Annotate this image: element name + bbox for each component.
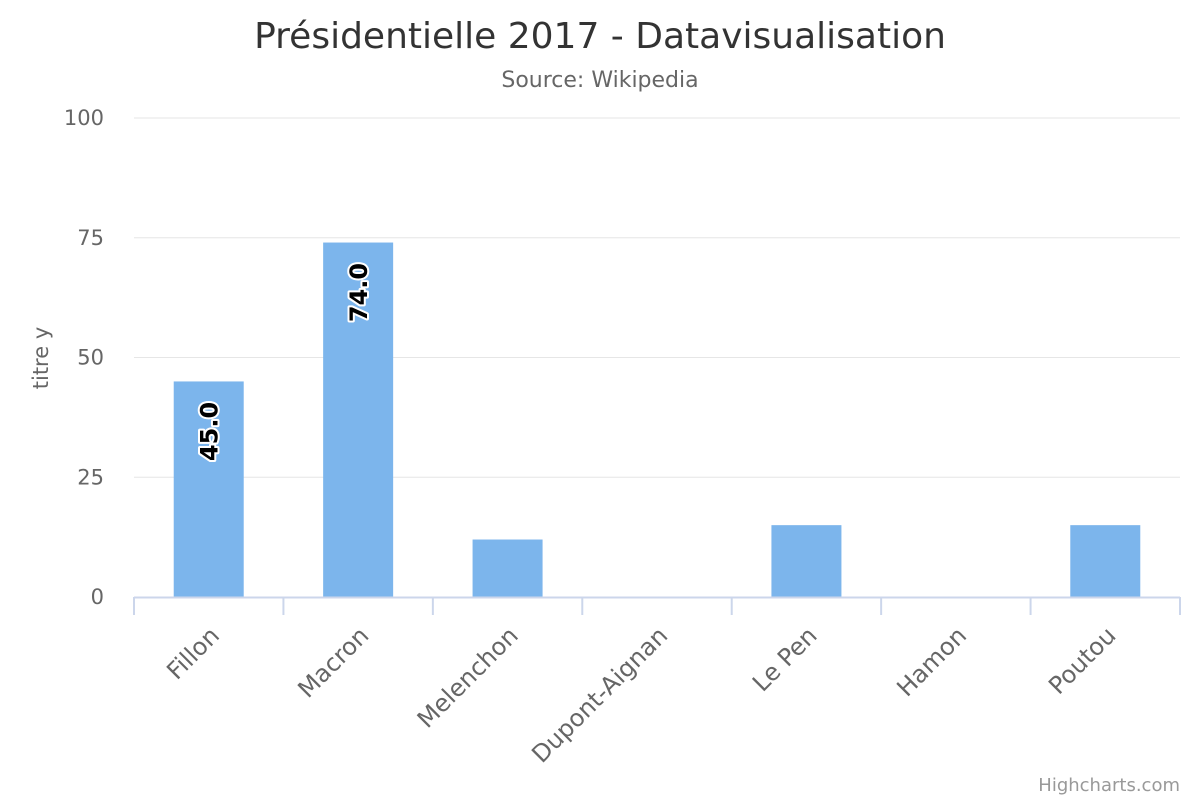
x-tick-label: Dupont-Aignan [526, 621, 673, 768]
chart-subtitle: Source: Wikipedia [501, 68, 698, 93]
x-axis [133, 596, 1181, 615]
x-tick-label: Melenchon [412, 621, 524, 733]
x-tick-label: Poutou [1043, 621, 1121, 699]
credits-link[interactable]: Highcharts.com [1038, 775, 1180, 796]
data-label: 74.0 [345, 263, 373, 322]
x-tick-label: Fillon [161, 621, 225, 685]
labels: 0 25 50 75 100 Fillon Macron Melenchon Dupont-Ai… [64, 106, 1122, 768]
y-tick-label: 100 [64, 106, 104, 130]
x-tick-label: Hamon [891, 621, 972, 702]
bars [173, 242, 1141, 598]
x-tick-label: Le Pen [747, 621, 823, 697]
x-tick-label: Macron [292, 621, 374, 703]
bar[interactable] [472, 539, 543, 597]
y-axis-label: titre y [29, 327, 53, 390]
bar[interactable] [1070, 525, 1141, 597]
y-tick-label: 75 [77, 226, 104, 250]
y-tick-label: 25 [77, 465, 104, 489]
gridlines [134, 117, 1180, 478]
y-tick-label: 50 [77, 346, 104, 370]
data-label: 45.0 [196, 402, 224, 461]
y-tick-label: 0 [91, 585, 104, 609]
chart-title: Présidentielle 2017 - Datavisualisation [254, 16, 946, 57]
bar[interactable] [771, 525, 842, 597]
bar[interactable] [323, 242, 394, 598]
bar[interactable] [173, 381, 244, 597]
